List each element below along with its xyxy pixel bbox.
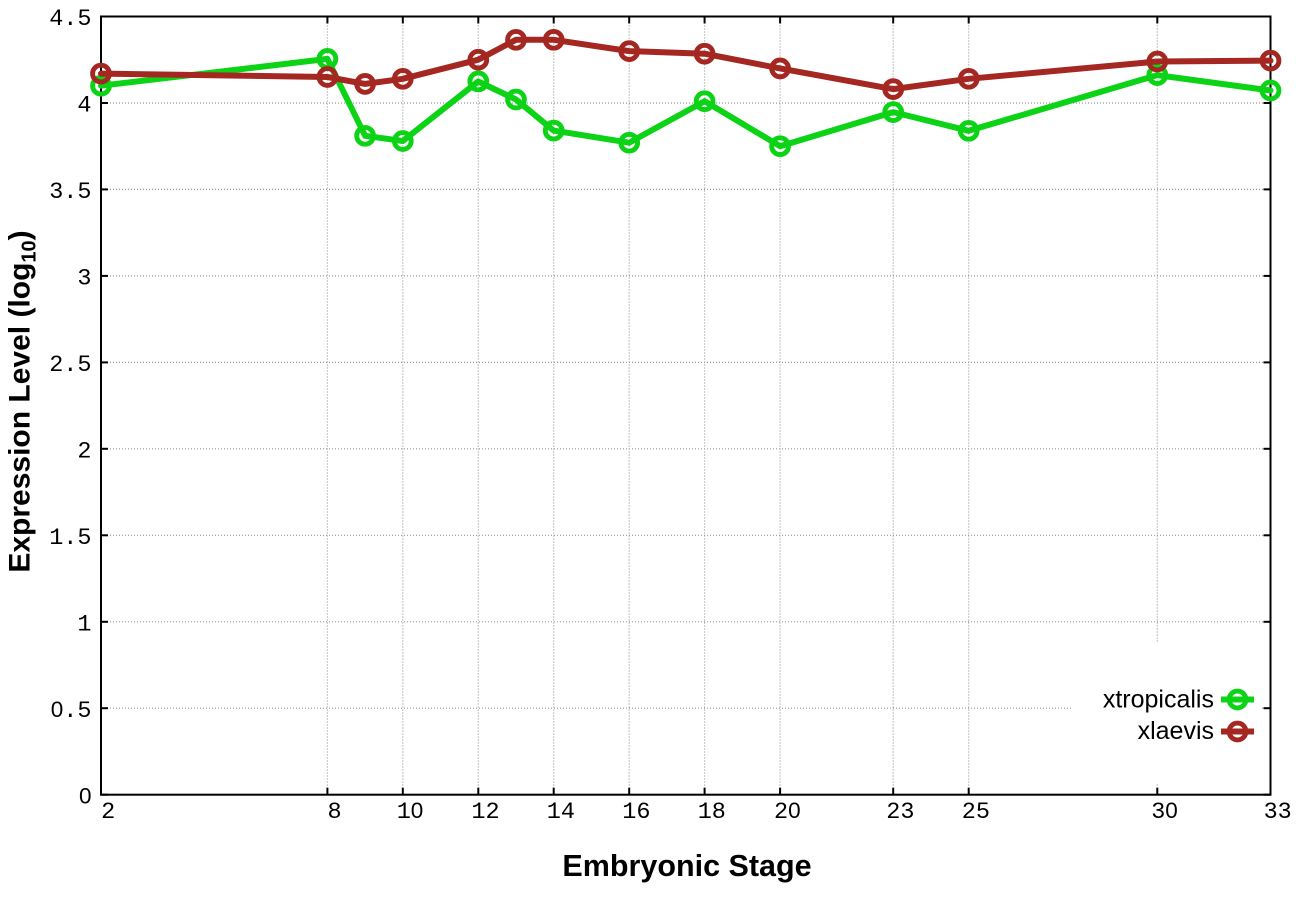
- svg-text:4: 4: [77, 93, 91, 120]
- svg-text:33: 33: [1264, 799, 1292, 826]
- svg-text:23: 23: [886, 799, 914, 826]
- svg-text:xlaevis: xlaevis: [1138, 717, 1214, 745]
- svg-text:1: 1: [77, 611, 91, 638]
- svg-text:12: 12: [471, 799, 499, 826]
- svg-text:14: 14: [547, 799, 575, 826]
- svg-text:Expression Level (log10): Expression Level (log10): [4, 230, 41, 572]
- svg-text:3: 3: [77, 266, 91, 293]
- svg-text:3.5: 3.5: [49, 179, 91, 206]
- svg-text:2: 2: [101, 799, 115, 826]
- svg-text:30: 30: [1151, 798, 1178, 826]
- svg-text:Embryonic Stage: Embryonic Stage: [562, 849, 811, 883]
- svg-text:16: 16: [622, 799, 650, 826]
- svg-text:1.5: 1.5: [49, 525, 91, 552]
- svg-text:18: 18: [698, 799, 726, 826]
- svg-text:20: 20: [774, 798, 801, 826]
- svg-text:8: 8: [328, 799, 342, 826]
- svg-text:xtropicalis: xtropicalis: [1103, 685, 1214, 713]
- svg-text:10: 10: [397, 798, 424, 826]
- svg-text:25: 25: [962, 799, 990, 826]
- svg-text:4.5: 4.5: [49, 6, 91, 33]
- svg-text:0.5: 0.5: [51, 697, 92, 725]
- svg-text:0: 0: [79, 783, 92, 808]
- svg-text:2: 2: [77, 438, 91, 465]
- svg-text:2.5: 2.5: [49, 352, 91, 379]
